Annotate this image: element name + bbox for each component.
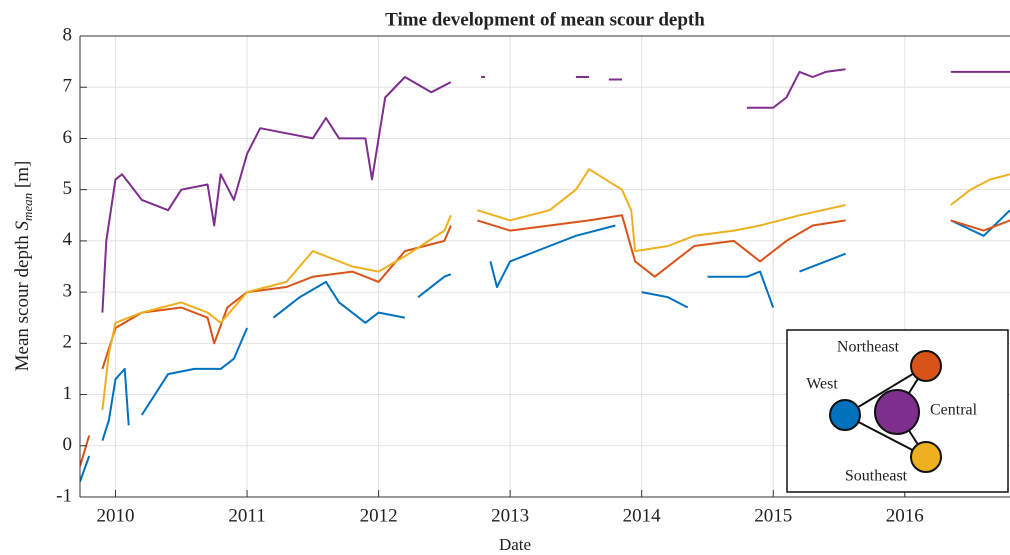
x-tick-label: 2015 <box>754 505 792 526</box>
x-axis-label: Date <box>499 535 531 554</box>
y-label-subscript: mean <box>20 193 35 221</box>
y-tick-label: 1 <box>63 383 73 404</box>
y-tick-label: 7 <box>63 76 73 97</box>
y-label-text: Mean scour depth <box>12 235 33 372</box>
legend-swatch <box>874 389 920 435</box>
y-tick-label: 0 <box>63 434 73 455</box>
legend-label: Central <box>930 402 978 419</box>
chart-title: Time development of mean scour depth <box>385 9 705 30</box>
y-label-symbol: S <box>12 220 33 230</box>
series-line <box>80 209 1010 482</box>
x-tick-label: 2012 <box>360 505 398 526</box>
y-tick-label: 4 <box>63 229 73 250</box>
y-axis-label: Mean scour depth Smean [m] <box>12 161 38 372</box>
y-label-unit: [m] <box>12 161 33 188</box>
y-tick-label: 3 <box>63 280 73 301</box>
legend-label: West <box>806 376 838 393</box>
legend-swatch <box>829 399 861 431</box>
y-tick-label: 8 <box>63 24 73 45</box>
y-tick-label: 2 <box>63 332 73 353</box>
legend-swatch <box>910 350 942 382</box>
y-tick-label: 6 <box>63 127 73 148</box>
x-tick-label: 2011 <box>228 505 265 526</box>
x-tick-label: 2016 <box>886 505 924 526</box>
series-line <box>101 68 1010 313</box>
panel-label: a) <box>0 0 1 15</box>
x-tick-label: 2010 <box>97 505 135 526</box>
series-line <box>101 168 1010 411</box>
legend-label: Southeast <box>845 468 908 485</box>
y-tick-label: -1 <box>56 485 72 506</box>
legend-label: Northeast <box>837 339 900 356</box>
x-tick-label: 2014 <box>623 505 662 526</box>
legend: West Northeast Central Southeast <box>786 329 1009 493</box>
lines <box>80 68 1010 482</box>
x-tick-label: 2013 <box>491 505 529 526</box>
axes: -1 0 1 2 3 4 5 6 7 8 2010 2011 2012 2013 2014 2015 2016 <box>56 24 1010 526</box>
legend-swatch <box>910 441 942 473</box>
y-tick-label: 5 <box>63 178 73 199</box>
